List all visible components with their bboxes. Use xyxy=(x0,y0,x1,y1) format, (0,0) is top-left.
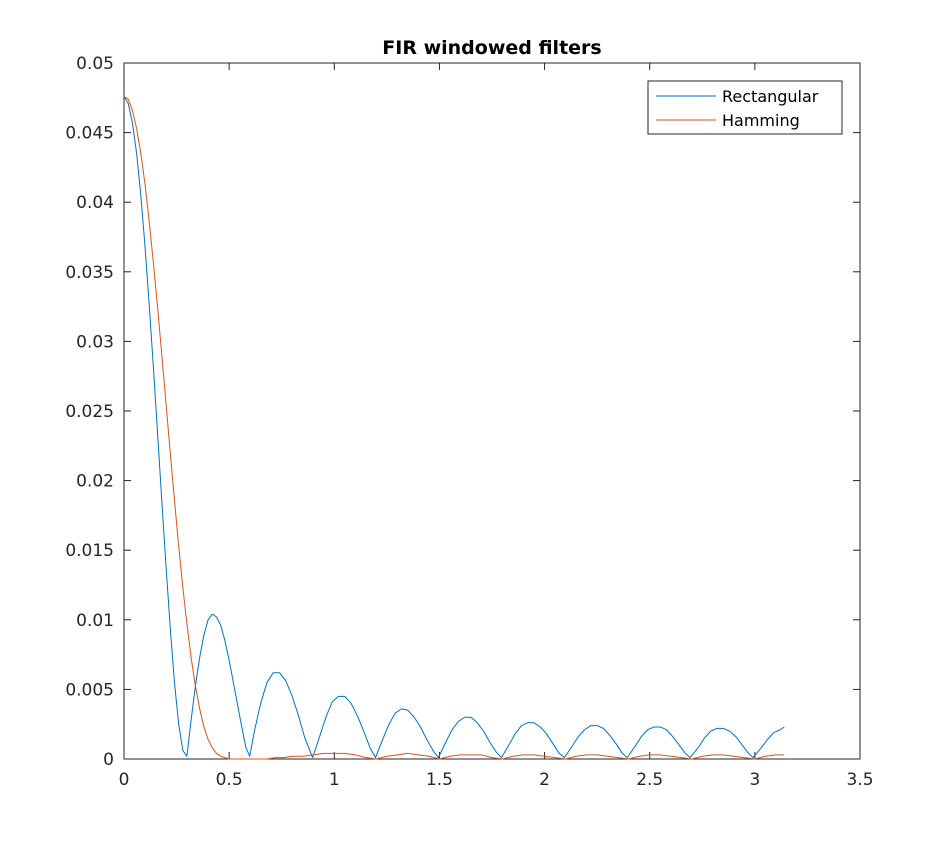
legend-box xyxy=(647,80,843,135)
y-tick-label: 0 xyxy=(103,750,114,770)
y-tick-label: 0.03 xyxy=(76,332,114,352)
y-tick-label: 0.05 xyxy=(76,54,114,74)
chart-title: FIR windowed filters xyxy=(382,37,601,59)
series-layer xyxy=(123,95,785,760)
y-tick-label: 0.02 xyxy=(76,472,114,492)
x-axis: 0 0.5 1 1.5 2 2.5 3 3.5 xyxy=(119,63,874,790)
legend-label-rectangular: Rectangular xyxy=(722,87,819,106)
series-line-rectangular xyxy=(123,96,785,759)
y-tick-label: 0.045 xyxy=(65,124,114,144)
plot-area xyxy=(123,62,861,760)
x-tick-label: 0 xyxy=(119,770,130,790)
legend-label-hamming: Hamming xyxy=(722,111,800,130)
x-tick-label: 1 xyxy=(329,770,340,790)
x-tick-label: 0.5 xyxy=(216,770,243,790)
x-tick-label: 3.5 xyxy=(846,770,873,790)
y-axis: 0 0.005 0.01 0.015 0.02 0.025 0.03 0.035 0.04 0.0… xyxy=(65,54,860,770)
y-tick-label: 0.04 xyxy=(76,193,114,213)
y-tick-label: 0.01 xyxy=(76,611,114,631)
x-tick-label: 2.5 xyxy=(636,770,663,790)
y-tick-label: 0.025 xyxy=(65,402,114,422)
y-tick-label: 0.015 xyxy=(65,541,114,561)
x-tick-label: 3 xyxy=(749,770,760,790)
y-tick-label: 0.035 xyxy=(65,263,114,283)
x-tick-label: 1.5 xyxy=(426,770,453,790)
x-tick-label: 2 xyxy=(539,770,550,790)
legend: Rectangular Hamming xyxy=(647,80,843,135)
y-tick-label: 0.005 xyxy=(65,680,114,700)
series-line-hamming xyxy=(123,95,785,760)
